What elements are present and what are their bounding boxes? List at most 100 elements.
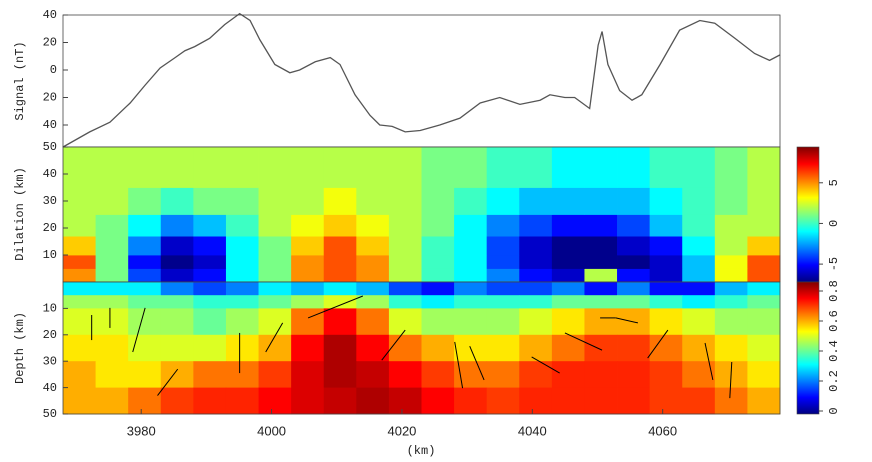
heatmap-cell [714,268,748,283]
x-tick-label: 4020 [387,423,416,438]
heatmap-cell [63,214,96,237]
heatmap-cell [388,187,422,215]
heatmap-cell [486,295,520,309]
heatmap-cell [356,255,390,269]
y-axis-title: Depth (km) [13,312,27,384]
heatmap-cell [747,187,781,215]
heatmap-cell [551,187,585,215]
heatmap-cell [454,282,488,296]
heatmap-cell [128,214,162,237]
heatmap-cell [160,268,194,283]
heatmap-cell [421,187,455,215]
heatmap-cell [454,268,488,283]
heatmap-cell [682,282,716,296]
heatmap-cell [193,387,227,415]
heatmap-cell [160,282,194,296]
heatmap-cell [63,334,96,362]
heatmap-cell [388,268,422,283]
heatmap-cell [323,214,357,237]
heatmap-cell [193,236,227,256]
heatmap-cell [388,308,422,336]
orientation-segment [531,356,560,374]
heatmap-cell [519,147,553,188]
heatmap-cell [160,255,194,269]
y-tick-label: 50 [43,140,57,154]
heatmap-cell [714,282,748,296]
heatmap-cell [584,308,618,336]
heatmap-cell [225,255,259,269]
heatmap-cell [714,147,748,188]
y-tick-label: 20 [43,36,57,50]
heatmap-cell [225,147,259,188]
heatmap-cell [617,187,651,215]
heatmap-cell [454,147,488,188]
heatmap-cell [258,334,292,362]
heatmap-cell [356,308,390,336]
heatmap-cell [160,334,194,362]
heatmap-cell [682,236,716,256]
y-tick-label: 20 [43,221,57,235]
orientation-segment [469,345,485,381]
heatmap-cell [356,187,390,215]
heatmap-cell [682,308,716,336]
heatmap-cell [617,295,651,309]
heatmap-cell [421,236,455,256]
heatmap-cell [486,268,520,283]
heatmap-cell [95,255,129,269]
heatmap-cell [421,295,455,309]
heatmap-cell [388,387,422,415]
heatmap-cell [617,214,651,237]
heatmap-cell [160,187,194,215]
x-axis-title: (km) [407,444,436,458]
orientation-segment [454,341,464,389]
heatmap-cell [63,308,96,336]
heatmap-cell [714,255,748,269]
heatmap-cell [682,387,716,415]
heatmap-cell [421,214,455,237]
heatmap-cell [421,282,455,296]
heatmap-cell [193,147,227,188]
heatmap-cell [323,295,357,309]
heatmap-cell [486,282,520,296]
heatmap-cell [454,214,488,237]
heatmap-cell [95,147,129,188]
heatmap-cell [291,255,325,269]
heatmap-cell [193,308,227,336]
heatmap-cell [584,387,618,415]
heatmap-cell [63,282,96,296]
heatmap-cell [649,361,683,388]
heatmap-cell [584,361,618,388]
heatmap-cell [323,187,357,215]
colorbar-tick-label: 0.8 [827,280,841,302]
heatmap-cell [193,361,227,388]
colorbar-tick-label: 0 [827,407,841,414]
heatmap-cell [747,255,781,269]
heatmap-cell [95,387,129,415]
heatmap-cell [128,282,162,296]
heatmap-cell [388,295,422,309]
plot-frame [62,281,781,415]
heatmap-cell [193,282,227,296]
heatmap-cell [454,295,488,309]
y-tick-label: 40 [43,8,57,22]
heatmap-cell [551,236,585,256]
heatmap-cell [95,214,129,237]
heatmap-cell [323,236,357,256]
y-tick-label: 40 [43,167,57,181]
heatmap-cell [649,236,683,256]
heatmap-cell [747,308,781,336]
heatmap-cell [193,268,227,283]
heatmap-cell [258,255,292,269]
orientation-segment [704,342,714,381]
colorbar-tick-label: 0.6 [827,310,841,332]
heatmap-cell [421,334,455,362]
heatmap-cell [258,282,292,296]
heatmap-cell [649,255,683,269]
heatmap-cell [747,361,781,388]
heatmap-cell [747,268,781,283]
heatmap-cell [486,387,520,415]
heatmap-cell [454,255,488,269]
heatmap-cell [225,187,259,215]
